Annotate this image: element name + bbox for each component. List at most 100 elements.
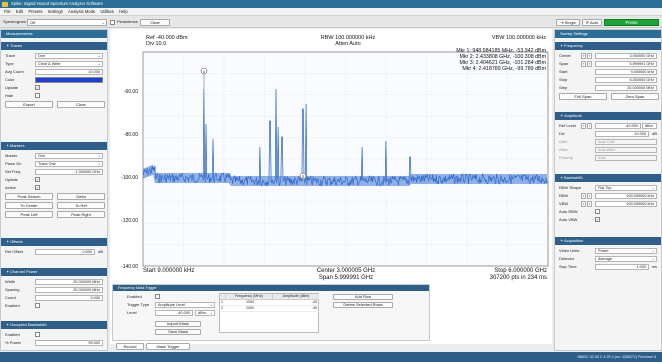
sweep-time-input[interactable]: 1.000 — [595, 263, 649, 270]
vbw-decrement-button[interactable]: ‹ — [581, 200, 586, 207]
to-ref-button[interactable]: To Ref — [57, 202, 105, 209]
setfreq-input[interactable]: 1.000000 GHz — [35, 168, 103, 175]
atten-select[interactable]: Auto Atten — [595, 146, 657, 153]
rbw-increment-button[interactable]: › — [587, 192, 592, 199]
trace-select[interactable]: One ⌄ — [35, 52, 103, 59]
persistence-checkbox[interactable] — [110, 19, 115, 25]
vbw-increment-button[interactable]: › — [587, 200, 592, 207]
hide-checkbox[interactable] — [35, 93, 40, 98]
center-decrement-button[interactable]: ‹ — [581, 52, 586, 59]
menu-analysis-mode[interactable]: Analysis Mode — [68, 9, 96, 14]
stop-input[interactable]: 6.000000 GHz — [595, 76, 657, 83]
zero-span-button[interactable]: Zero Span — [611, 93, 659, 100]
ref-decrement-button[interactable]: ‹ — [581, 122, 586, 129]
bandwidth-header[interactable]: ✦Bandwidth — [555, 174, 661, 182]
markers-header[interactable]: ✦Markers — [1, 142, 107, 150]
marker-select[interactable]: One ⌄ — [35, 152, 103, 159]
export-button[interactable]: Export — [5, 101, 53, 108]
save-mask-button[interactable]: Save Mask — [155, 329, 201, 335]
avg-count-input[interactable]: 10.000 — [35, 68, 103, 75]
single-button[interactable]: ⇥ Single — [556, 18, 580, 26]
delete-rows-button[interactable]: Delete Selected Rows — [333, 302, 393, 308]
add-row-button[interactable]: Add Row — [333, 294, 393, 300]
menu-utilities[interactable]: Utilities — [100, 9, 114, 14]
table-row[interactable]: 2 2000 -40 — [220, 306, 319, 312]
spacing-input[interactable]: 20.000000 MHz — [35, 286, 103, 293]
step-input[interactable]: 20.000000 MHz — [595, 84, 657, 91]
auto-rbw-checkbox[interactable] — [595, 209, 600, 214]
marker-update-checkbox[interactable]: ✓ — [35, 177, 40, 182]
marker-1-tag[interactable]: 1 — [200, 67, 208, 89]
center-increment-button[interactable]: › — [587, 52, 592, 59]
update-checkbox[interactable]: ✓ — [35, 85, 40, 90]
placeon-select[interactable]: Trace One ⌄ — [35, 160, 103, 167]
trace-color-picker[interactable] — [35, 76, 103, 83]
offsets-header[interactable]: ✦Offsets — [1, 238, 107, 246]
menu-edit[interactable]: Edit — [15, 9, 24, 14]
ref-unit-select[interactable]: dBm — [642, 122, 657, 129]
level-unit-select[interactable]: dBm ⌄ — [195, 309, 215, 316]
col-header-frequency[interactable]: Frequency (MHz) — [226, 294, 273, 300]
span-input[interactable]: 5.999991 GHz — [595, 60, 657, 67]
import-mask-button[interactable]: Import Mask — [155, 321, 201, 327]
peak-right-button[interactable]: Peak Right — [57, 211, 105, 218]
peak-left-button[interactable]: Peak Left — [5, 211, 53, 218]
chevron-down-icon: ⌄ — [97, 60, 101, 66]
to-center-button[interactable]: To Center — [5, 202, 53, 209]
span-increment-button[interactable]: › — [587, 60, 592, 67]
vbw-input[interactable]: 100.000000 kHz — [595, 200, 657, 207]
amplitude-header[interactable]: ✦Amplitude — [555, 112, 661, 120]
preset-button[interactable]: Preset — [604, 19, 659, 26]
menu-help[interactable]: Help — [119, 9, 128, 14]
video-units-select[interactable]: Power ⌄ — [595, 247, 657, 254]
tab-mask-trigger[interactable]: Mask Trigger — [146, 343, 190, 350]
row-index: 1 — [221, 300, 223, 304]
trigger-type-select[interactable]: Amplitude Level ⌄ — [155, 301, 215, 308]
menu-presets[interactable]: Presets — [28, 9, 43, 14]
auto-vbw-checkbox[interactable]: ✓ — [595, 217, 600, 222]
auto-button[interactable]: ⟳ Auto — [582, 18, 602, 26]
type-select[interactable]: Clear & Write ⌄ — [35, 60, 103, 67]
width-input[interactable]: 20.000000 MHz — [35, 278, 103, 285]
fmt-enabled-checkbox[interactable] — [155, 294, 160, 299]
sweep-settings-panel: Sweep Settings ✦Frequency Center ‹ › 3.0000… — [554, 29, 662, 351]
div-input[interactable]: 10.000 — [595, 130, 649, 137]
tab-record[interactable]: Record — [116, 343, 144, 350]
marker-2-tag[interactable]: 2 — [299, 172, 307, 180]
cp-enabled-checkbox[interactable] — [35, 303, 40, 308]
frequency-header[interactable]: ✦Frequency — [555, 42, 661, 50]
marker-1-label: 1 — [203, 69, 206, 74]
traces-header[interactable]: ✦Traces — [1, 42, 107, 50]
power-input[interactable]: 99.000 — [35, 339, 103, 346]
spectrogram-select[interactable]: Off ⌄ — [27, 18, 107, 26]
preamp-select[interactable]: Auto — [595, 154, 657, 161]
ob-enabled-checkbox[interactable] — [35, 332, 40, 337]
rbw-input[interactable]: 100.000000 kHz — [595, 192, 657, 199]
ref-level-input[interactable]: -40.000 — [595, 122, 641, 129]
channel-power-header[interactable]: ✦Channel Power — [1, 268, 107, 276]
occupied-bw-header[interactable]: ✦Occupied Bandwidth — [1, 321, 107, 329]
trace-clear-button[interactable]: Clear — [57, 101, 105, 108]
gain-select[interactable]: Auto Gain — [595, 138, 657, 145]
count-input[interactable]: 3.000 — [35, 294, 103, 301]
detector-select[interactable]: Average ⌄ — [595, 255, 657, 262]
clear-button[interactable]: Clear — [140, 18, 170, 26]
start-input[interactable]: 9.000000 kHz — [595, 68, 657, 75]
ref-increment-button[interactable]: › — [587, 122, 592, 129]
full-span-button[interactable]: Full Span — [559, 93, 607, 100]
menu-file[interactable]: File — [4, 9, 11, 14]
rbw-decrement-button[interactable]: ‹ — [581, 192, 586, 199]
span-decrement-button[interactable]: ‹ — [581, 60, 586, 67]
peak-search-button[interactable]: Peak Search — [5, 193, 53, 200]
acquisition-header[interactable]: ✦Acquisition — [555, 237, 661, 245]
active-checkbox[interactable]: ✓ — [35, 185, 40, 190]
rbw-shape-select[interactable]: Flat Top ⌄ — [595, 184, 657, 191]
table-row[interactable]: 1 1000 -40 — [220, 300, 319, 306]
ref-offset-input[interactable]: 0.000 — [35, 248, 95, 255]
level-input[interactable]: -40.000 — [155, 309, 193, 316]
col-header-amplitude[interactable]: Amplitude (dBm) — [273, 294, 319, 300]
delta-button[interactable]: Delta — [57, 193, 105, 200]
center-input[interactable]: 3.000000 GHz — [595, 52, 657, 59]
mask-table[interactable]: Frequency (MHz) Amplitude (dBm) 1 1000 -… — [219, 293, 319, 333]
menu-settings[interactable]: Settings — [47, 9, 63, 14]
